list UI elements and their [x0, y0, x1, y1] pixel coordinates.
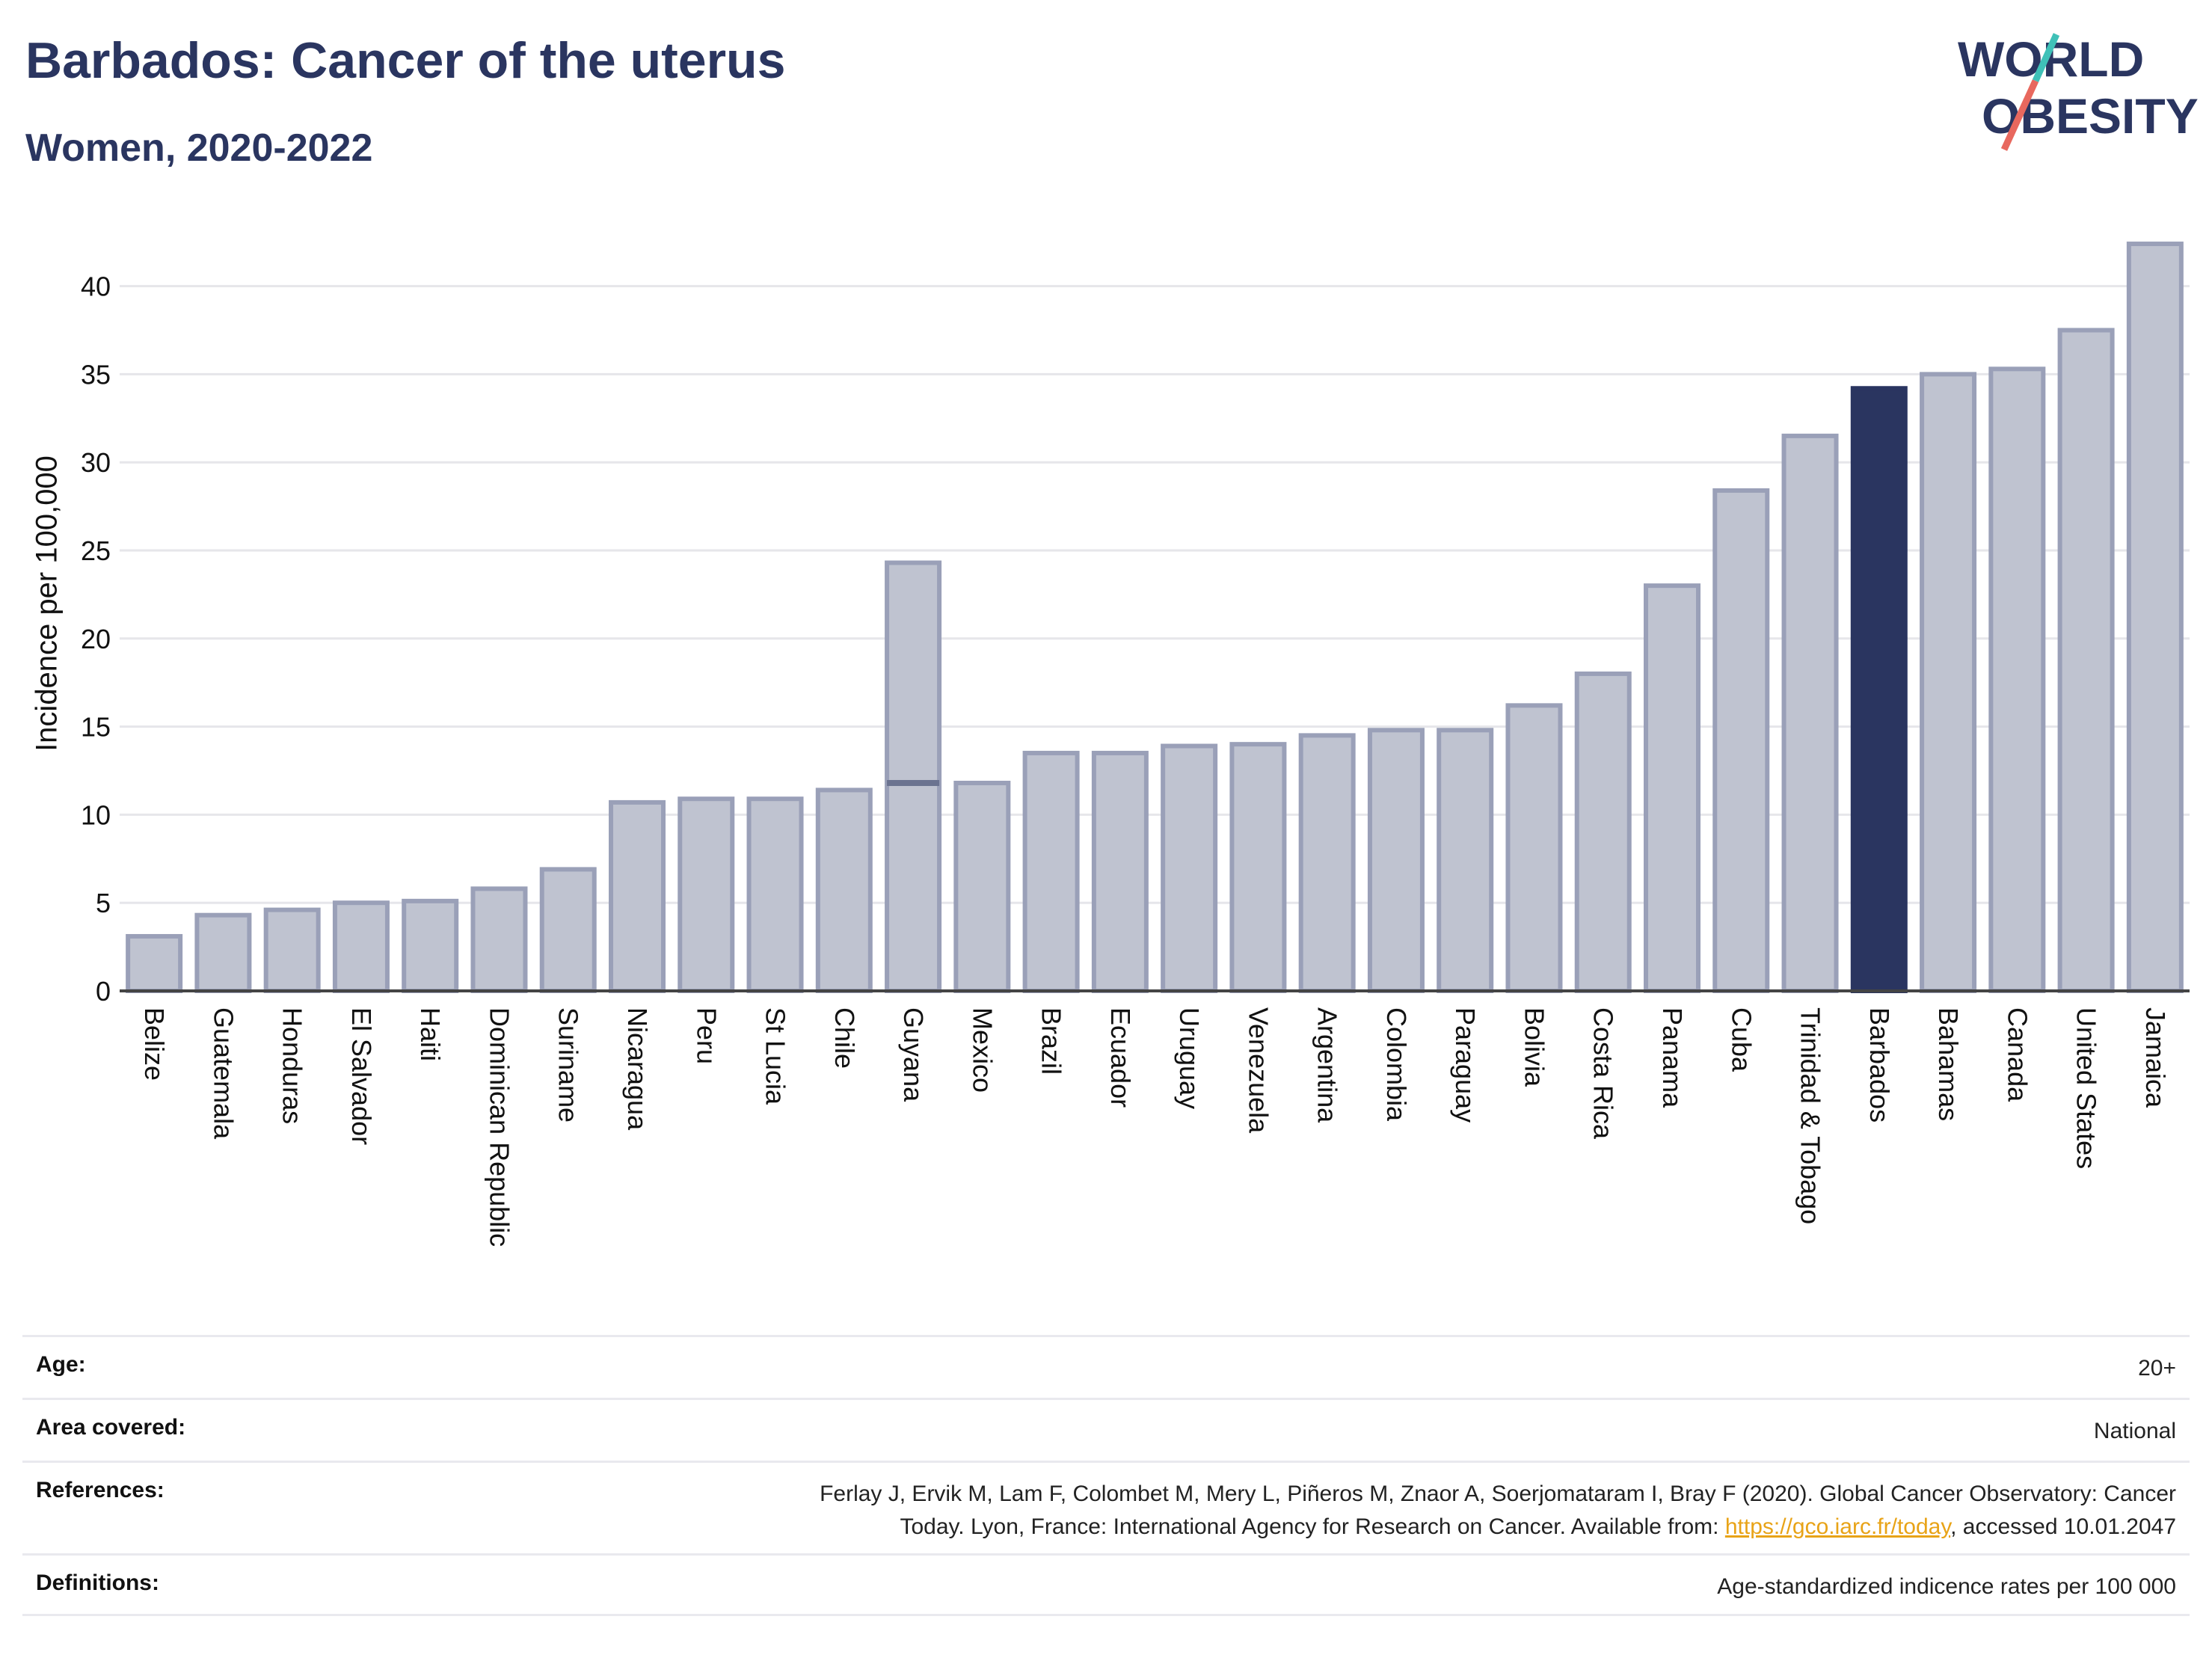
bar: [194, 912, 252, 994]
bar: [678, 796, 735, 994]
bar: [126, 933, 183, 993]
bar: [1574, 671, 1632, 993]
bar: [470, 886, 528, 994]
bar: [263, 907, 321, 994]
x-tick-label: Dominican Republic: [484, 1007, 514, 1247]
x-tick-label: Haiti: [415, 1007, 446, 1061]
bar: [1229, 742, 1287, 993]
chart-title: Barbados: Cancer of the uterus: [25, 32, 786, 89]
bar: [402, 898, 459, 993]
bar: [1920, 372, 1977, 993]
x-tick-label: Bolivia: [1519, 1007, 1549, 1087]
bar: [953, 780, 1011, 993]
info-label-definitions: Definitions:: [36, 1570, 159, 1595]
y-tick-label: 5: [96, 888, 111, 918]
bar: [609, 799, 666, 993]
x-tick-label: Chile: [829, 1007, 860, 1069]
reference-text-line2: Today. Lyon, France: International Agenc…: [900, 1514, 1725, 1539]
info-value-area: National: [2093, 1419, 2176, 1443]
y-tick-label: 25: [81, 535, 111, 566]
y-tick-label: 35: [81, 359, 111, 390]
x-tick-label: Barbados: [1864, 1007, 1895, 1123]
bar: [1781, 433, 1839, 993]
x-tick-label: Canada: [2002, 1007, 2033, 1102]
bar: [1850, 386, 1908, 993]
x-tick-label: Venezuela: [1243, 1007, 1274, 1134]
bar: [332, 900, 390, 993]
x-tick-label: Belize: [139, 1007, 170, 1081]
y-tick-label: 15: [81, 712, 111, 743]
bar: [1712, 488, 1770, 993]
x-tick-label: Colombia: [1381, 1007, 1412, 1122]
x-tick-label: Mexico: [967, 1007, 998, 1093]
y-tick-label: 30: [81, 447, 111, 478]
bar: [1988, 366, 2046, 994]
y-tick-label: 0: [96, 976, 111, 1007]
reference-link[interactable]: https://gco.iarc.fr/today: [1724, 1514, 1951, 1539]
x-tick-label: St Lucia: [761, 1007, 791, 1105]
bar: [1298, 733, 1356, 993]
info-value-references: Ferlay J, Ervik M, Lam F, Colombet M, Me…: [820, 1478, 2176, 1544]
x-tick-label: Guatemala: [208, 1007, 239, 1140]
x-tick-label: Trinidad & Tobago: [1795, 1007, 1826, 1224]
bar: [1437, 728, 1494, 993]
bar: [1505, 703, 1563, 993]
logo-slash-teal: [2032, 33, 2060, 82]
reference-text-accessed: , accessed 10.01.2047: [1950, 1514, 2176, 1539]
bar: [746, 796, 804, 994]
chart-subtitle: Women, 2020-2022: [25, 126, 373, 170]
y-tick-label: 20: [81, 624, 111, 654]
y-tick-label: 10: [81, 799, 111, 830]
x-tick-label: Bahamas: [1933, 1007, 1964, 1121]
info-value-age: 20+: [2138, 1356, 2176, 1381]
x-tick-label: Paraguay: [1450, 1007, 1481, 1123]
info-row-age: Age: 20+: [22, 1335, 2190, 1398]
x-tick-label: Cuba: [1726, 1007, 1757, 1072]
info-row-area: Area covered: National: [22, 1398, 2190, 1461]
bar: [1091, 750, 1149, 993]
logo-slash-coral: [2000, 79, 2039, 151]
info-label-area: Area covered:: [36, 1415, 186, 1440]
x-tick-label: Argentina: [1312, 1007, 1343, 1123]
y-tick-label: 40: [81, 271, 111, 302]
x-tick-label: El Salvador: [346, 1007, 377, 1145]
x-tick-label: Honduras: [277, 1007, 308, 1124]
bar: [1367, 728, 1425, 993]
bar: [1161, 743, 1218, 993]
x-tick-label: Panama: [1657, 1007, 1688, 1108]
x-tick-label: Suriname: [553, 1007, 584, 1123]
bar: [885, 560, 942, 993]
info-row-definitions: Definitions: Age-standardized indicence …: [22, 1553, 2190, 1616]
world-obesity-logo: WORLD OBESITY: [1958, 31, 2199, 151]
bar: [1022, 750, 1080, 993]
bar: [2057, 328, 2115, 993]
info-value-definitions: Age-standardized indicence rates per 100…: [1717, 1574, 2176, 1599]
x-tick-label: Costa Rica: [1588, 1007, 1619, 1140]
info-table: Age: 20+ Area covered: National Referenc…: [22, 1335, 2190, 1616]
bar: [1644, 583, 1701, 993]
info-row-references: References: Ferlay J, Ervik M, Lam F, Co…: [22, 1461, 2190, 1553]
bar-chart: 0 5 10 15 20 25 30 35 40 Belize Guatemala Honduras E…: [81, 242, 2190, 1247]
x-tick-label: Guyana: [898, 1007, 929, 1102]
info-label-age: Age:: [36, 1352, 86, 1377]
bar: [815, 787, 873, 994]
x-tick-label: United States: [2071, 1007, 2102, 1169]
x-tick-label: Brazil: [1036, 1007, 1067, 1075]
x-tick-label: Peru: [691, 1007, 722, 1064]
x-tick-label: Nicaragua: [622, 1007, 653, 1131]
bar: [539, 867, 597, 994]
bar-marker: [887, 779, 940, 786]
x-tick-label: Jamaica: [2140, 1007, 2171, 1108]
bar: [2126, 242, 2184, 993]
reference-text-line1: Ferlay J, Ervik M, Lam F, Colombet M, Me…: [820, 1481, 2176, 1506]
info-label-references: References:: [36, 1478, 165, 1502]
x-tick-label: Ecuador: [1105, 1007, 1136, 1108]
x-tick-label: Uruguay: [1174, 1007, 1205, 1109]
